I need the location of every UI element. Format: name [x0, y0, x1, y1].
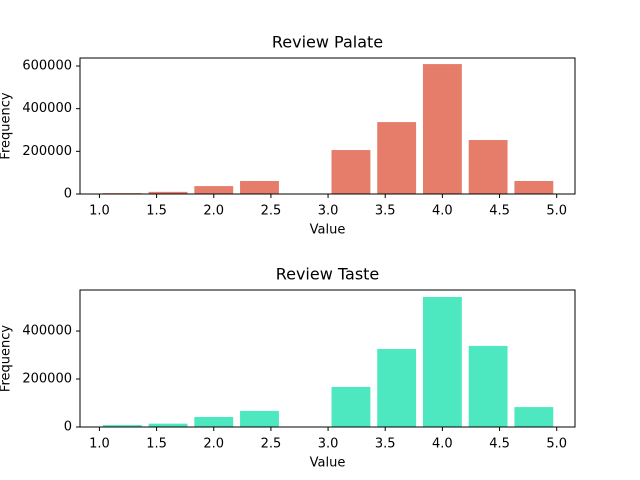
x-tick-label: 3.0 — [318, 437, 339, 452]
x-axis-label: Value — [310, 456, 346, 471]
x-tick-label: 2.0 — [203, 204, 224, 219]
bar — [194, 186, 234, 194]
bar — [422, 64, 462, 194]
bar — [240, 410, 279, 427]
x-tick-label: 4.5 — [489, 437, 510, 452]
bar — [377, 122, 417, 194]
x-tick-label: 3.5 — [375, 437, 396, 452]
x-tick-label: 2.0 — [203, 437, 224, 452]
bar — [148, 423, 188, 427]
y-tick-label: 600000 — [22, 59, 72, 74]
y-tick-label: 200000 — [22, 144, 72, 159]
chart-title: Review Taste — [276, 265, 380, 284]
bar — [194, 416, 234, 427]
x-axis-label: Value — [310, 223, 346, 238]
axes-frame — [79, 289, 576, 428]
bar — [331, 150, 371, 194]
bar — [514, 407, 554, 427]
x-tick-label: 3.5 — [375, 204, 396, 219]
y-tick-label: 400000 — [22, 101, 72, 116]
x-tick-label: 4.5 — [489, 204, 510, 219]
y-tick-label: 0 — [64, 187, 72, 202]
x-tick-label: 1.0 — [89, 204, 110, 219]
chart-title: Review Palate — [272, 33, 383, 52]
y-tick-label: 200000 — [22, 372, 72, 387]
x-tick-label: 2.5 — [261, 204, 282, 219]
x-tick-label: 1.5 — [146, 437, 167, 452]
x-tick-label: 1.0 — [89, 437, 110, 452]
x-tick-label: 5.0 — [546, 437, 567, 452]
bar — [331, 386, 371, 427]
x-tick-label: 5.0 — [546, 204, 567, 219]
y-axis-label: Frequency — [0, 92, 14, 159]
bar — [240, 180, 279, 194]
x-tick-label: 1.5 — [146, 204, 167, 219]
y-tick-label: 0 — [64, 420, 72, 435]
x-tick-label: 4.0 — [432, 437, 453, 452]
bar — [514, 180, 554, 194]
bar — [468, 140, 508, 194]
bar — [422, 296, 462, 427]
bar — [377, 349, 417, 427]
axes-frame — [79, 57, 576, 195]
y-tick-label: 400000 — [22, 324, 72, 339]
bar — [148, 191, 188, 194]
y-axis-label: Frequency — [0, 325, 14, 392]
x-tick-label: 2.5 — [261, 437, 282, 452]
bar — [102, 425, 142, 427]
bar — [468, 345, 508, 427]
x-tick-label: 3.0 — [318, 204, 339, 219]
x-tick-label: 4.0 — [432, 204, 453, 219]
